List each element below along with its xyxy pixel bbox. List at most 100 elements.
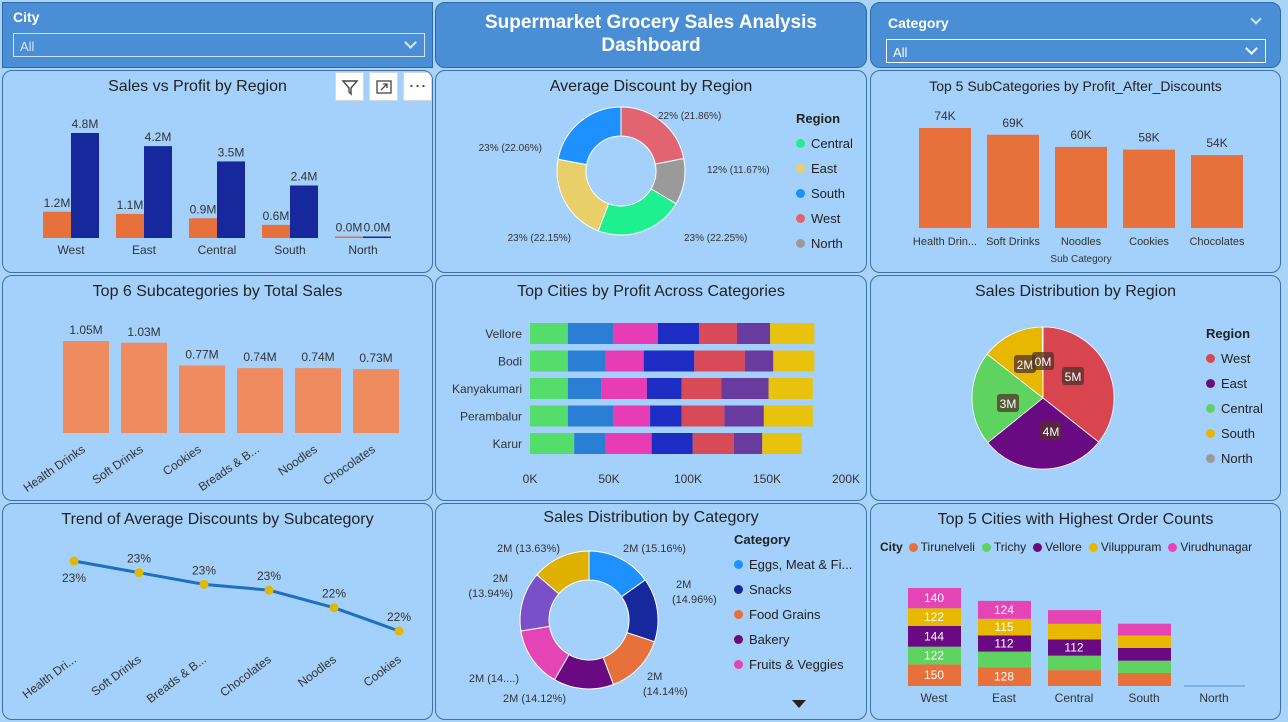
bar-segment[interactable] xyxy=(978,667,1031,686)
bar-segment[interactable] xyxy=(908,646,961,665)
bar-segment[interactable] xyxy=(1118,672,1171,686)
slice[interactable] xyxy=(556,158,610,232)
bar[interactable] xyxy=(1055,146,1107,228)
legend-item[interactable]: North xyxy=(1206,446,1263,471)
bar-segment[interactable] xyxy=(1118,647,1171,661)
bar-segment[interactable] xyxy=(1048,623,1101,640)
bar-segment[interactable] xyxy=(657,323,700,344)
bar[interactable] xyxy=(919,128,971,228)
bar-segment[interactable] xyxy=(978,600,1031,619)
data-point[interactable] xyxy=(134,568,144,578)
bar-segment[interactable] xyxy=(646,378,682,399)
legend-item[interactable]: Food Grains xyxy=(734,602,852,627)
bar[interactable] xyxy=(121,342,167,433)
bar[interactable] xyxy=(335,236,363,239)
bar-segment[interactable] xyxy=(908,608,961,626)
bar-segment[interactable] xyxy=(692,433,734,454)
data-point[interactable] xyxy=(264,585,274,595)
bar[interactable] xyxy=(363,236,391,239)
bar-segment[interactable] xyxy=(643,350,695,372)
scroll-down-icon[interactable] xyxy=(792,700,806,708)
bar-segment[interactable] xyxy=(770,323,815,344)
bar-segment[interactable] xyxy=(978,651,1031,668)
bar-segment[interactable] xyxy=(681,405,725,427)
focus-mode-icon[interactable] xyxy=(369,72,398,101)
bar[interactable] xyxy=(353,369,399,433)
bar[interactable] xyxy=(63,341,109,433)
bar-segment[interactable] xyxy=(762,433,802,454)
bar[interactable] xyxy=(237,368,283,433)
bar-segment[interactable] xyxy=(530,350,568,372)
legend-item[interactable]: Tirunelveli xyxy=(908,540,975,554)
legend-item[interactable]: Fruits & Veggies xyxy=(734,652,852,677)
bar-segment[interactable] xyxy=(651,433,693,454)
bar-segment[interactable] xyxy=(724,405,764,427)
bar-segment[interactable] xyxy=(908,588,961,609)
chevron-down-icon[interactable] xyxy=(1250,13,1262,25)
bar-segment[interactable] xyxy=(601,378,647,399)
legend-item[interactable]: East xyxy=(1206,371,1263,396)
legend-item[interactable]: East xyxy=(796,156,853,181)
bar-segment[interactable] xyxy=(908,664,961,686)
bar-segment[interactable] xyxy=(1118,623,1171,636)
legend-item[interactable]: Central xyxy=(1206,396,1263,421)
data-point[interactable] xyxy=(199,579,209,589)
bar-segment[interactable] xyxy=(768,378,813,399)
bar[interactable] xyxy=(262,224,290,238)
slice[interactable] xyxy=(557,106,622,166)
bar-segment[interactable] xyxy=(1048,639,1101,656)
bar-segment[interactable] xyxy=(908,625,961,647)
bar-segment[interactable] xyxy=(567,405,614,427)
bar-segment[interactable] xyxy=(530,405,568,427)
bar-segment[interactable] xyxy=(567,350,606,372)
bar-segment[interactable] xyxy=(721,378,769,399)
legend-item[interactable]: South xyxy=(796,181,853,206)
legend-item[interactable]: Virudhunagar xyxy=(1168,540,1252,554)
bar-segment[interactable] xyxy=(530,323,568,344)
bar-segment[interactable] xyxy=(613,323,658,344)
legend-item[interactable]: North xyxy=(796,231,853,256)
bar[interactable] xyxy=(189,218,217,238)
bar[interactable] xyxy=(71,133,99,238)
legend-item[interactable]: West xyxy=(1206,346,1263,371)
bar-segment[interactable] xyxy=(1118,635,1171,648)
bar-segment[interactable] xyxy=(1048,670,1101,686)
bar-segment[interactable] xyxy=(733,433,763,454)
bar[interactable] xyxy=(987,134,1039,228)
bar-segment[interactable] xyxy=(613,405,651,427)
bar-segment[interactable] xyxy=(650,405,682,427)
data-point[interactable] xyxy=(394,626,404,636)
bar-segment[interactable] xyxy=(744,350,774,372)
bar-segment[interactable] xyxy=(699,323,737,344)
data-point[interactable] xyxy=(69,556,79,566)
legend-item[interactable]: Snacks xyxy=(734,577,852,602)
data-point[interactable] xyxy=(329,603,339,613)
legend-item[interactable]: Bakery xyxy=(734,627,852,652)
legend-item[interactable]: West xyxy=(796,206,853,231)
category-dropdown[interactable]: All xyxy=(886,39,1266,63)
city-dropdown[interactable]: All xyxy=(13,33,425,57)
filter-icon[interactable] xyxy=(335,72,364,101)
bar[interactable] xyxy=(1191,155,1243,228)
bar-segment[interactable] xyxy=(1048,610,1101,624)
legend-item[interactable]: Vellore xyxy=(1033,540,1082,554)
legend-item[interactable]: Eggs, Meat & Fi... xyxy=(734,552,852,577)
legend-item[interactable]: Viluppuram xyxy=(1088,540,1161,554)
bar-segment[interactable] xyxy=(736,323,771,344)
bar-segment[interactable] xyxy=(773,350,815,372)
bar[interactable] xyxy=(290,185,318,239)
bar[interactable] xyxy=(179,365,225,433)
bar-segment[interactable] xyxy=(530,378,568,399)
bar[interactable] xyxy=(116,213,144,238)
slice[interactable] xyxy=(536,550,590,595)
bar-segment[interactable] xyxy=(681,378,722,399)
bar-segment[interactable] xyxy=(605,350,644,372)
bar-segment[interactable] xyxy=(567,323,614,344)
legend-item[interactable]: South xyxy=(1206,421,1263,446)
bar-segment[interactable] xyxy=(605,433,652,454)
bar-segment[interactable] xyxy=(1048,655,1101,671)
bar[interactable] xyxy=(217,161,245,238)
bar-segment[interactable] xyxy=(978,618,1031,636)
more-options-icon[interactable]: ⋯ xyxy=(403,72,432,101)
legend-item[interactable]: Trichy xyxy=(981,540,1026,554)
